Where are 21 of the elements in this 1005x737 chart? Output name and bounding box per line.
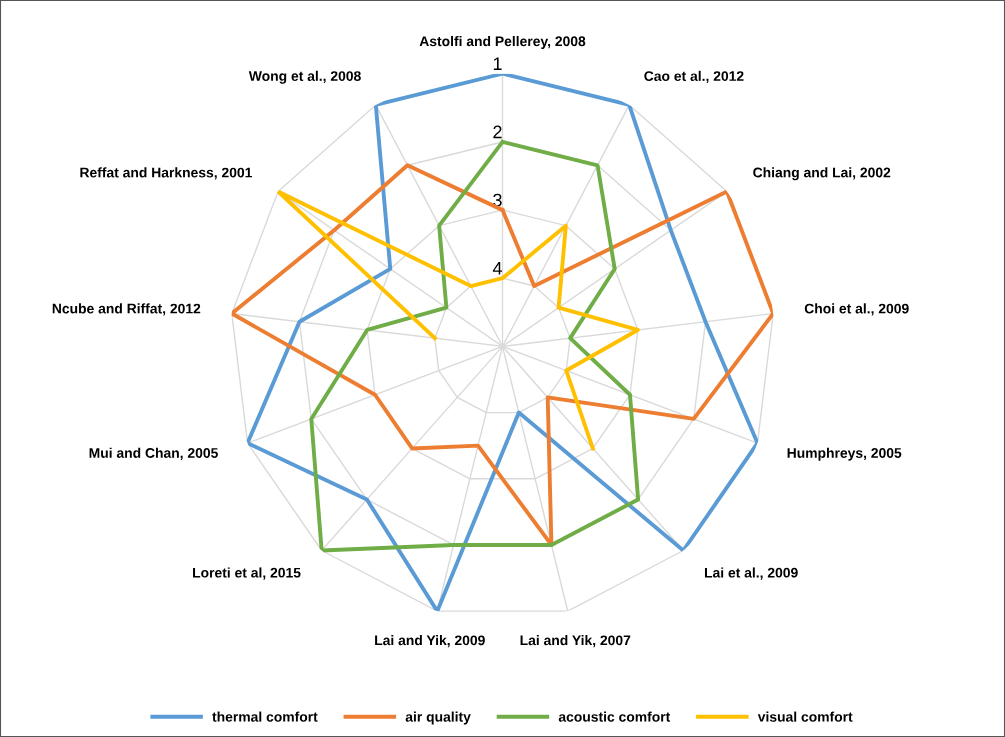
spoke-label: Astolfi and Pellerey, 2008: [419, 35, 586, 49]
y-tick-label: 2: [493, 125, 502, 139]
spoke-label: Humphreys, 2005: [787, 447, 902, 461]
spoke-label: Wong et al., 2008: [248, 70, 361, 84]
spoke-label: Lai and Yik, 2007: [520, 635, 631, 648]
y-tick-label: 1: [493, 57, 502, 70]
legend-label: air quality: [405, 711, 471, 725]
spoke-label: Mui and Chan, 2005: [89, 447, 218, 460]
spoke-label: Reffat and Harkness, 2001: [80, 167, 252, 180]
spoke-label: Lai and Yik, 2009: [375, 635, 485, 648]
legend-label: thermal comfort: [212, 711, 318, 722]
spoke-label: Ncube and Riffat, 2012: [52, 303, 201, 316]
spoke-label: Cao et al., 2012: [644, 70, 744, 84]
legend-label: visual comfort: [757, 711, 853, 722]
spoke-label: Loreti et al, 2015: [193, 567, 301, 580]
legend-label: acoustic comfort: [558, 711, 671, 722]
y-tick-label: 4: [492, 262, 502, 275]
y-tick-label: 3: [493, 193, 502, 207]
spoke-label: Choi et al., 2009: [804, 303, 909, 316]
spoke-label: Chiang and Lai, 2002: [753, 167, 891, 181]
spoke-label: Lai et al., 2009: [704, 567, 798, 580]
